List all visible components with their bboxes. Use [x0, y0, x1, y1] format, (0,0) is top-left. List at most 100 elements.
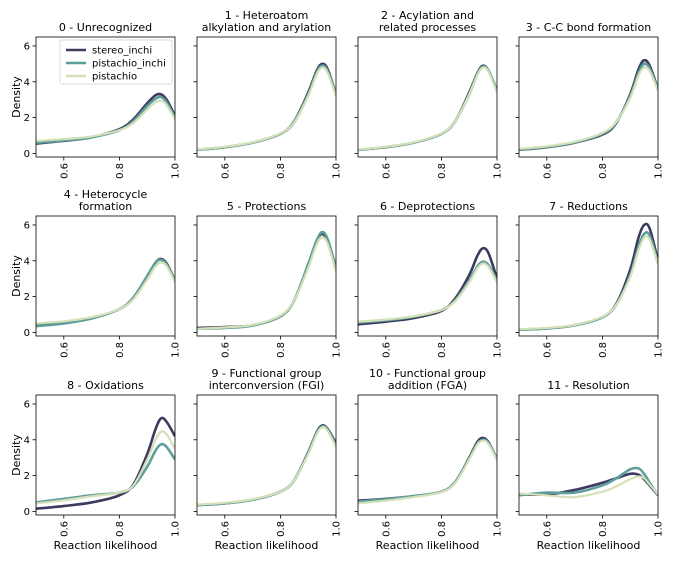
panel-2: 2 - Acylation and related processes 0.6 0.8… — [354, 9, 504, 179]
x-tick-label: 1.0 — [493, 521, 504, 537]
panel-0: 0 - Unrecognized 0.6 0.8 1.0 0 2 4 6 Density ster… — [10, 21, 182, 179]
x-tick-label: 0.8 — [276, 342, 287, 358]
axes-frame — [196, 215, 337, 337]
series-lines — [519, 58, 658, 152]
series-lines — [197, 230, 336, 331]
panel-9: 9 - Functional group interconversion (FGI… — [193, 367, 343, 552]
x-tick-label: 0.6 — [381, 521, 392, 537]
x-axis-label: Reaction likelihood — [215, 539, 319, 552]
y-tick-label: 6 — [24, 399, 30, 410]
series-line-stereo-inchi — [358, 246, 497, 326]
x-tick-label: 0.6 — [381, 163, 392, 179]
series-lines — [519, 222, 658, 332]
panel-title: 5 - Protections — [227, 200, 307, 213]
series-line-pistachio — [358, 262, 497, 323]
panel-10: 10 - Functional group addition (FGA) 0.6 0.… — [354, 367, 504, 552]
panel-title: 8 - Oxidations — [67, 379, 144, 392]
y-axis-label: Density — [10, 255, 23, 297]
panel-1: 1 - Heteroatom alkylation and arylation 0.… — [193, 9, 343, 179]
series-line-pistachio-inchi — [358, 438, 497, 503]
series-line-pistachio-inchi — [36, 258, 175, 328]
series-line-pistachio — [36, 99, 175, 142]
series-lines — [36, 92, 175, 145]
x-tick-label: 0.6 — [59, 521, 70, 537]
panel-title: 3 - C-C bond formation — [526, 21, 651, 34]
series-line-pistachio-inchi — [36, 442, 175, 504]
axes-frame — [35, 36, 176, 158]
y-tick-label: 4 — [24, 256, 30, 267]
y-tick-label: 2 — [24, 113, 30, 124]
x-tick-label: 0.6 — [59, 342, 70, 358]
axes-frame — [35, 394, 176, 516]
series-line-stereo-inchi — [36, 416, 175, 511]
series-line-pistachio-inchi — [36, 95, 175, 144]
series-lines — [358, 246, 497, 326]
panel-title: 2 - Acylation and related processes — [379, 9, 476, 34]
series-line-stereo-inchi — [519, 222, 658, 332]
y-tick-label: 6 — [24, 220, 30, 231]
x-tick-label: 1.0 — [493, 342, 504, 358]
axes-frame — [357, 36, 498, 158]
panel-7: 7 - Reductions 0.6 0.8 1.0 — [515, 200, 665, 358]
axes-frame — [196, 394, 337, 516]
x-tick-label: 0.8 — [598, 521, 609, 537]
panel-title: 9 - Functional group interconversion (FGI… — [209, 367, 325, 392]
x-tick-label: 0.6 — [220, 521, 231, 537]
y-tick-label: 0 — [24, 328, 30, 339]
legend-label-pistachio-inchi: pistachio_inchi — [92, 59, 166, 70]
panel-title: 11 - Resolution — [547, 379, 629, 392]
x-tick-label: 0.6 — [542, 342, 553, 358]
x-axis-label: Reaction likelihood — [376, 539, 480, 552]
panel-11: 11 - Resolution 0.6 0.8 1.0 Reaction likelih… — [515, 379, 665, 552]
axes-frame — [357, 394, 498, 516]
x-tick-label: 0.8 — [115, 521, 126, 537]
y-axis-label: Density — [10, 434, 23, 476]
axes-frame — [518, 394, 659, 516]
legend-box — [59, 39, 173, 85]
x-tick-label: 0.8 — [276, 521, 287, 537]
panel-3: 3 - C-C bond formation 0.6 0.8 1.0 — [515, 21, 665, 179]
series-line-pistachio-inchi — [519, 466, 658, 497]
series-lines — [358, 64, 497, 152]
x-tick-label: 1.0 — [493, 163, 504, 179]
axes-frame — [35, 215, 176, 337]
series-lines — [36, 257, 175, 328]
x-tick-label: 1.0 — [654, 521, 665, 537]
panel-title: 0 - Unrecognized — [59, 21, 152, 34]
series-line-pistachio — [519, 66, 658, 151]
series-line-pistachio — [197, 236, 336, 330]
x-tick-label: 0.8 — [115, 342, 126, 358]
series-line-pistachio — [197, 425, 336, 506]
x-tick-label: 0.8 — [276, 163, 287, 179]
x-tick-label: 0.6 — [542, 521, 553, 537]
y-tick-label: 4 — [24, 77, 30, 88]
x-tick-label: 0.6 — [59, 163, 70, 179]
series-lines — [358, 436, 497, 505]
panel-8: 8 - Oxidations 0.6 0.8 1.0 0 2 4 6 Density Reacti… — [10, 379, 182, 552]
y-axis-label: Density — [10, 76, 23, 118]
series-lines — [519, 466, 658, 499]
panel-6: 6 - Deprotections 0.6 0.8 1.0 — [354, 200, 504, 358]
x-tick-label: 1.0 — [332, 521, 343, 537]
x-tick-label: 0.8 — [437, 342, 448, 358]
x-tick-label: 0.8 — [437, 163, 448, 179]
series-lines — [197, 62, 336, 152]
axes-frame — [357, 215, 498, 337]
panel-title: 7 - Reductions — [549, 200, 628, 213]
x-tick-label: 0.8 — [115, 163, 126, 179]
x-tick-label: 0.8 — [598, 163, 609, 179]
x-tick-label: 1.0 — [332, 342, 343, 358]
series-line-pistachio — [358, 66, 497, 151]
x-tick-label: 0.6 — [220, 163, 231, 179]
y-tick-label: 4 — [24, 435, 30, 446]
x-tick-label: 1.0 — [654, 163, 665, 179]
panel-4: 4 - Heterocycle formation 0.6 0.8 1.0 0 2 4 6 Den… — [10, 188, 182, 358]
axes-frame — [196, 36, 337, 158]
y-tick-label: 0 — [24, 149, 30, 160]
x-axis-label: Reaction likelihood — [537, 539, 641, 552]
x-tick-label: 0.8 — [437, 521, 448, 537]
y-tick-label: 6 — [24, 41, 30, 52]
series-line-pistachio — [36, 430, 175, 505]
legend: stereo_inchi pistachio_inchi pistachio — [59, 39, 173, 85]
y-tick-label: 0 — [24, 507, 30, 518]
